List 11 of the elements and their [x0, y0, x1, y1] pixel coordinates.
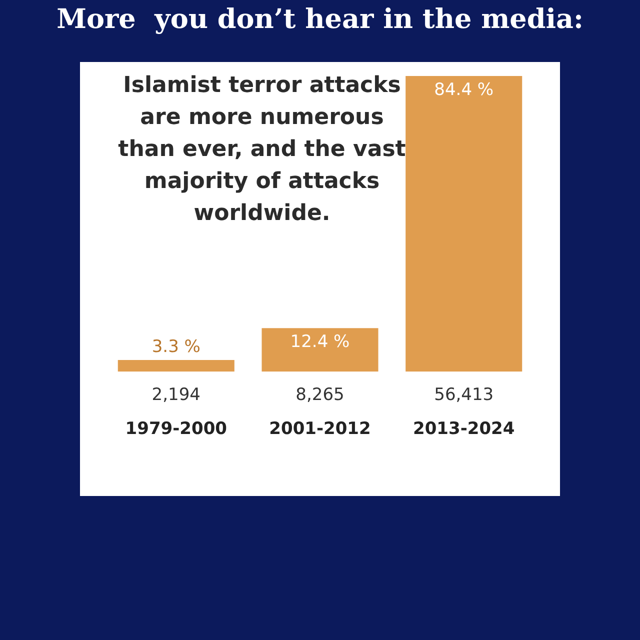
text: Islamist terror attacks are more numerous than ever, and the vast majority of attacks worldwide.: [117, 72, 407, 228]
x-tick-label: 2013-2024: [413, 419, 515, 440]
text: 8,265: [296, 385, 344, 406]
x-tick-label: 2001-2012: [269, 419, 371, 440]
data-label: 84.4 %: [434, 80, 494, 100]
data-label: 3.3 %: [152, 336, 200, 357]
data-label: 12.4 %: [290, 332, 350, 352]
text: 56,413: [434, 385, 494, 406]
text: 2,194: [152, 385, 200, 406]
x-tick-label: 1979-2000: [125, 419, 228, 440]
chart-title: More you don’t hear in the media:: [56, 4, 584, 35]
